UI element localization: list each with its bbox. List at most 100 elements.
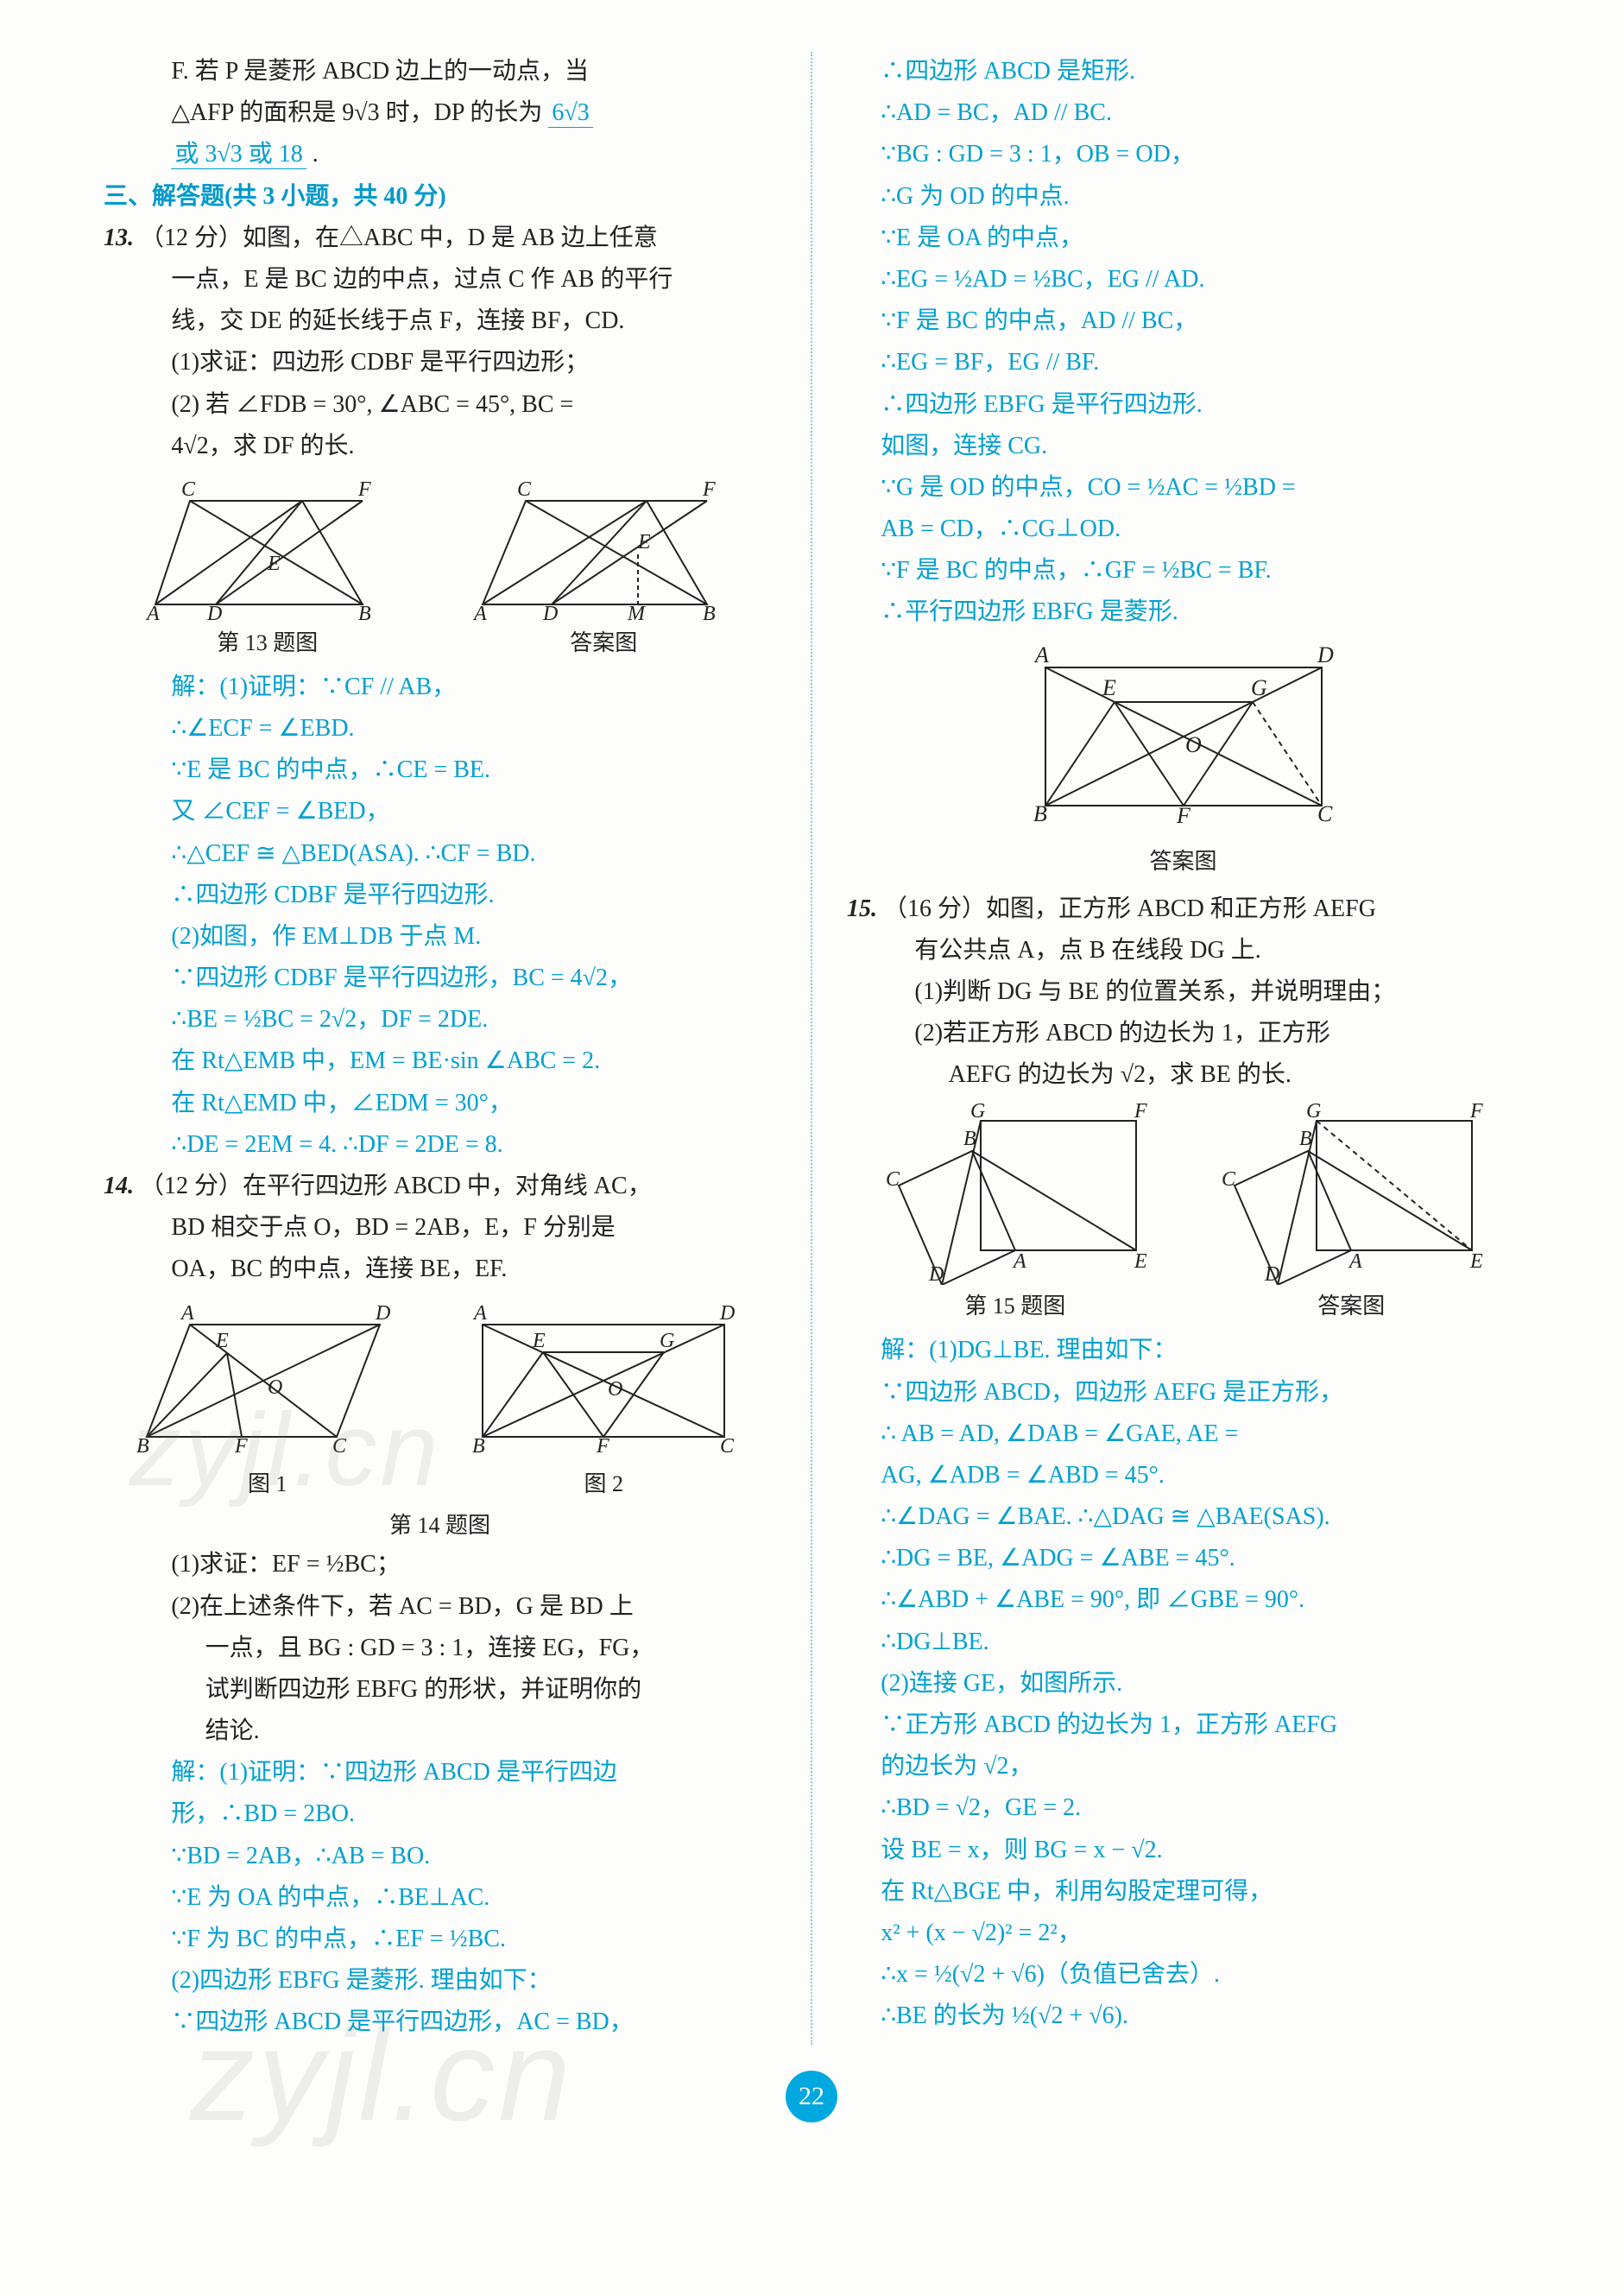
- q14-number: 14.: [104, 1173, 134, 1199]
- fig-caption: 答案图: [465, 625, 742, 662]
- right-ans-fig: AD BC EG OF 答案图: [847, 642, 1519, 881]
- svg-text:C: C: [517, 478, 532, 501]
- q14-part2: 试判断四边形 EBFG 的形状，并证明你的: [104, 1670, 776, 1710]
- text: .: [306, 141, 319, 168]
- svg-text:A: A: [1012, 1250, 1026, 1273]
- q15-fig2: GF BC DAE 答案图: [1213, 1104, 1489, 1325]
- q15-sol: x² + (x − √2)² = 2²，: [847, 1913, 1519, 1953]
- q14-sol: ∵四边形 ABCD 是平行四边形，AC = BD，: [104, 2002, 776, 2042]
- q14-sol-cont: ∴四边形 EBFG 是平行四边形.: [847, 385, 1519, 425]
- q15-sol: ∴ AB = AD, ∠DAB = ∠GAE, AE =: [847, 1414, 1519, 1454]
- svg-text:C: C: [181, 478, 196, 501]
- q13-text: （12 分）如图，在△ABC 中，D 是 AB 边上任意: [140, 225, 658, 251]
- q13-part1: (1)求证：四边形 CDBF 是平行四边形；: [104, 343, 776, 383]
- q14-fig2: AD BC EG OF 图 2: [457, 1299, 750, 1503]
- q14-line: BD 相交于点 O，BD = 2AB，E，F 分别是: [104, 1208, 776, 1248]
- q13-sol: (2)如图，作 EM⊥DB 于点 M.: [104, 917, 776, 957]
- svg-text:F: F: [702, 478, 716, 501]
- svg-text:B: B: [703, 603, 716, 622]
- svg-text:G: G: [970, 1104, 985, 1123]
- q13-sol: ∴DE = 2EM = 4. ∴DF = 2DE = 8.: [104, 1125, 776, 1165]
- q13-fig1: ADB CFE 第 13 题图: [138, 475, 397, 662]
- svg-text:F: F: [1176, 803, 1191, 828]
- q14-sol-cont: 如图，连接 CG.: [847, 427, 1519, 466]
- page-number-badge: 22: [786, 2071, 837, 2122]
- q15-sol: 解：(1)DG⊥BE. 理由如下：: [847, 1331, 1519, 1370]
- svg-text:B: B: [472, 1435, 485, 1458]
- q15-sol: 在 Rt△BGE 中，利用勾股定理可得，: [847, 1872, 1519, 1912]
- svg-text:D: D: [1317, 642, 1334, 667]
- svg-text:F: F: [1134, 1104, 1147, 1123]
- prev-problem-tail: F. 若 P 是菱形 ABCD 边上的一动点，当: [104, 52, 776, 92]
- svg-text:A: A: [472, 603, 487, 622]
- q15-sol: ∴DG⊥BE.: [847, 1622, 1519, 1662]
- q14-part1: (1)求证：EF = ½BC；: [104, 1545, 776, 1584]
- q14-line: OA，BC 的中点，连接 BE，EF.: [104, 1249, 776, 1289]
- right-column: ∴四边形 ABCD 是矩形. ∴AD = BC，AD // BC. ∵BG : …: [847, 52, 1519, 2045]
- q14-sol-cont: ∵F 是 BC 的中点，AD // BC，: [847, 301, 1519, 341]
- q15-part2: (2)若正方形 ABCD 的边长为 1，正方形: [847, 1014, 1519, 1053]
- q13-figures: A D B C F E 第 13 题图: [104, 475, 776, 662]
- q14-part2: 一点，且 BG : GD = 3 : 1，连接 EG，FG，: [104, 1629, 776, 1668]
- svg-text:B: B: [136, 1435, 149, 1458]
- q13-line: 一点，E 是 BC 边的中点，过点 C 作 AB 的平行: [104, 260, 776, 300]
- q15-fig1: GF BC DAE 第 15 题图: [877, 1104, 1153, 1325]
- svg-text:C: C: [886, 1168, 900, 1191]
- q14: 14. （12 分）在平行四边形 ABCD 中，对角线 AC，: [104, 1167, 776, 1206]
- svg-text:E: E: [1134, 1250, 1147, 1273]
- fig-caption: 第 13 题图: [138, 625, 397, 662]
- q14-part2: (2)在上述条件下，若 AC = BD，G 是 BD 上: [104, 1587, 776, 1627]
- svg-text:C: C: [720, 1435, 735, 1458]
- svg-text:G: G: [660, 1330, 674, 1352]
- svg-text:D: D: [928, 1263, 944, 1285]
- q13-sol: ∵E 是 BC 的中点，∴CE = BE.: [104, 750, 776, 790]
- q15-sol: ∵四边形 ABCD，四边形 AEFG 是正方形，: [847, 1373, 1519, 1413]
- section-heading: 三、解答题(共 3 小题，共 40 分): [104, 177, 776, 217]
- q14-sol: (2)四边形 EBFG 是菱形. 理由如下：: [104, 1961, 776, 2001]
- two-column-layout: F. 若 P 是菱形 ABCD 边上的一动点，当 △AFP 的面积是 9√3 时…: [104, 52, 1519, 2045]
- q14-sol-cont: ∴平行四边形 EBFG 是菱形.: [847, 592, 1519, 632]
- prev-problem-tail-2: △AFP 的面积是 9√3 时，DP 的长为 6√3: [104, 93, 776, 133]
- q14-text: （12 分）在平行四边形 ABCD 中，对角线 AC，: [140, 1173, 652, 1199]
- q15-part2b: AEFG 的边长为 √2，求 BE 的长.: [847, 1055, 1519, 1095]
- svg-text:G: G: [1306, 1104, 1321, 1123]
- q13-sol: 又 ∠CEF = ∠BED，: [104, 792, 776, 832]
- prev-problem-tail-3: 或 3√3 或 18 .: [104, 135, 776, 174]
- q15-sol: ∴∠DAG = ∠BAE. ∴△DAG ≅ △BAE(SAS).: [847, 1497, 1519, 1537]
- svg-text:E: E: [267, 553, 281, 575]
- q15-figures: GF BC DAE 第 15 题图: [847, 1104, 1519, 1325]
- svg-text:B: B: [1299, 1128, 1312, 1150]
- q14-sol-cont: ∴四边形 ABCD 是矩形.: [847, 52, 1519, 92]
- fig-sub: 图 2: [457, 1466, 750, 1503]
- q15-sol: AG, ∠ADB = ∠ABD = 45°.: [847, 1456, 1519, 1496]
- q14-sol: ∵E 为 OA 的中点，∴BE⊥AC.: [104, 1878, 776, 1918]
- q14-sol-cont: ∵BG : GD = 3 : 1，OB = OD，: [847, 135, 1519, 174]
- svg-text:F: F: [596, 1435, 609, 1458]
- q13-sol: 在 Rt△EMD 中，∠EDM = 30°，: [104, 1084, 776, 1123]
- svg-text:C: C: [1317, 801, 1333, 826]
- svg-text:E: E: [532, 1330, 546, 1352]
- q15: 15. （16 分）如图，正方形 ABCD 和正方形 AEFG: [847, 889, 1519, 929]
- svg-text:E: E: [1102, 675, 1116, 700]
- q15-sol: ∵正方形 ABCD 的边长为 1，正方形 AEFG: [847, 1705, 1519, 1745]
- q14-sol-cont: ∵E 是 OA 的中点，: [847, 218, 1519, 258]
- svg-text:G: G: [1251, 675, 1267, 700]
- q13-sol: ∵四边形 CDBF 是平行四边形，BC = 4√2，: [104, 958, 776, 998]
- svg-text:B: B: [1033, 801, 1047, 826]
- q14-sol-cont: ∵F 是 BC 的中点，∴GF = ½BC = BF.: [847, 551, 1519, 591]
- svg-text:E: E: [637, 531, 651, 553]
- q13-number: 13.: [104, 225, 134, 251]
- svg-text:A: A: [1033, 642, 1049, 667]
- q14-sol: 形，∴BD = 2BO.: [104, 1794, 776, 1834]
- svg-text:B: B: [963, 1128, 976, 1150]
- svg-text:A: A: [1348, 1250, 1362, 1273]
- svg-text:F: F: [1469, 1104, 1483, 1123]
- svg-text:D: D: [719, 1302, 735, 1325]
- svg-text:D: D: [206, 603, 222, 622]
- svg-text:M: M: [627, 603, 647, 622]
- q14-fig1: AD BC EOF 图 1: [129, 1299, 406, 1503]
- svg-text:C: C: [1222, 1168, 1236, 1191]
- q15-sol: ∴BD = √2，GE = 2.: [847, 1788, 1519, 1828]
- text: △AFP 的面积是 9√3 时，DP 的长为: [171, 99, 548, 126]
- q15-sol: ∴∠ABD + ∠ABE = 90°, 即 ∠GBE = 90°.: [847, 1580, 1519, 1620]
